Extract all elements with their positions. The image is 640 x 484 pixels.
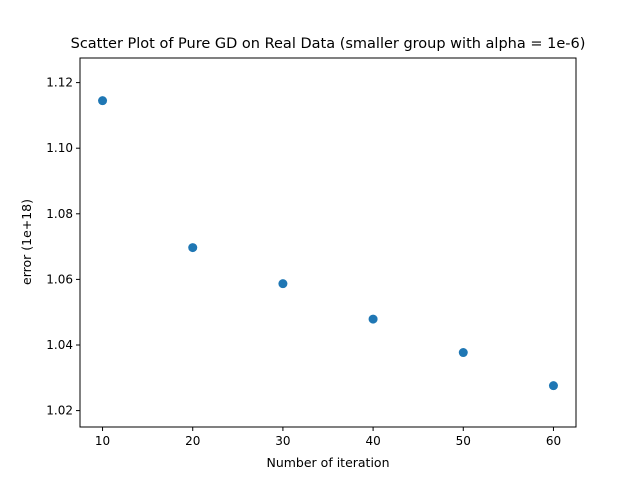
x-axis-ticks: 10 20 30 40 50 60 [95, 427, 561, 448]
x-tick-label: 10 [95, 434, 110, 448]
y-tick-label: 1.10 [46, 141, 73, 155]
y-axis-ticks: 1.02 1.04 1.06 1.08 1.10 1.12 [46, 76, 80, 418]
x-tick-label: 50 [456, 434, 471, 448]
y-axis-label: error (1e+18) [19, 199, 34, 285]
plot-area-frame [79, 57, 577, 428]
scatter-point [98, 96, 108, 106]
data-points [98, 96, 558, 391]
x-axis-label: Number of iteration [266, 455, 389, 470]
y-tick-label: 1.08 [46, 207, 73, 221]
x-tick-label: 30 [275, 434, 290, 448]
chart-title: Scatter Plot of Pure GD on Real Data (sm… [71, 36, 586, 52]
scatter-point [278, 279, 288, 289]
scatter-point [458, 348, 468, 358]
scatter-point [548, 381, 558, 391]
scatter-point [188, 243, 198, 253]
y-tick-label: 1.12 [46, 76, 73, 90]
x-tick-label: 20 [185, 434, 200, 448]
x-tick-label: 60 [546, 434, 561, 448]
scatter-point [368, 314, 378, 324]
x-tick-label: 40 [365, 434, 380, 448]
y-tick-label: 1.06 [46, 272, 73, 286]
y-tick-label: 1.04 [46, 338, 73, 352]
y-tick-label: 1.02 [46, 404, 73, 418]
